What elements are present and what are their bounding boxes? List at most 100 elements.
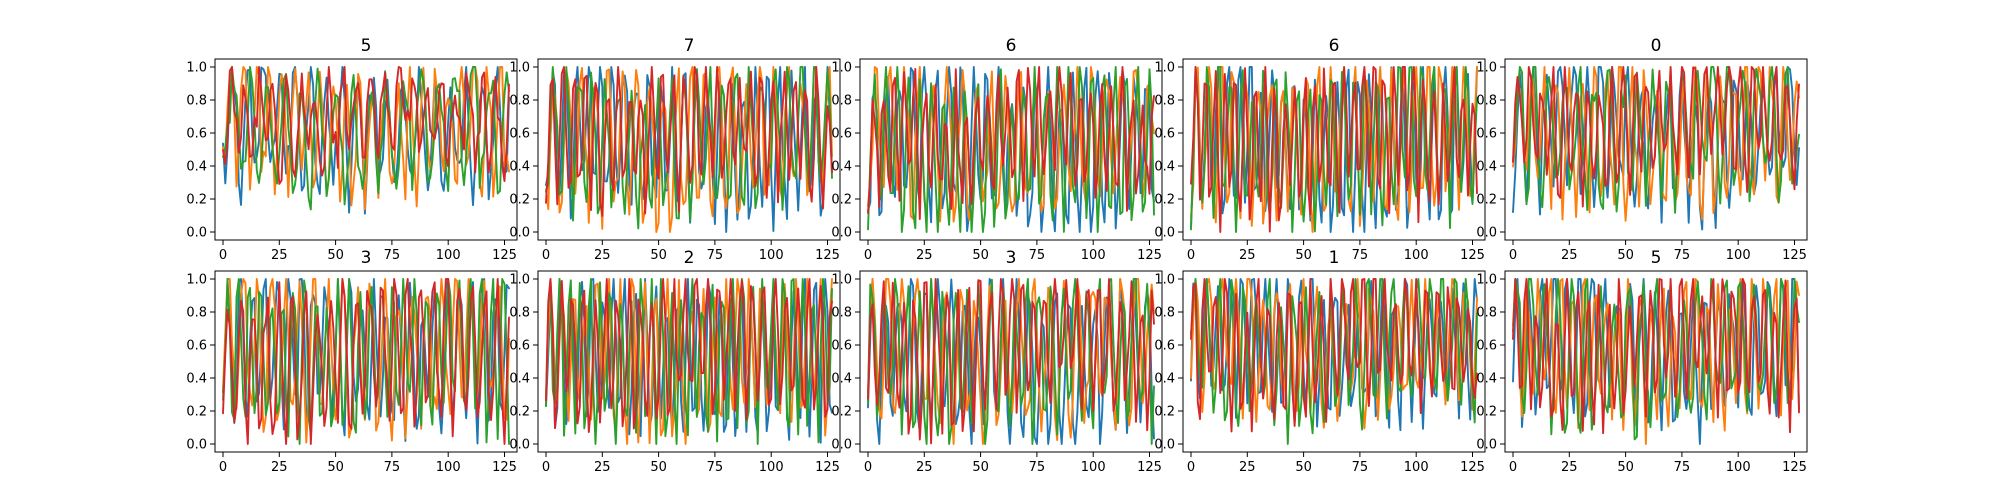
y-tick-label: 0.2: [186, 193, 207, 208]
y-tick-label: 0.2: [1154, 193, 1175, 208]
subplot-4: 0 0 25 50 75 100 125 0.0 0.2 0.4 0.6 0.8 1.0: [1476, 36, 1807, 263]
x-tick-label: 125: [815, 460, 840, 475]
y-tick-label: 0.8: [509, 94, 530, 109]
y-tick-label: 0.6: [831, 339, 852, 354]
y-tick-label: 0.4: [1154, 160, 1175, 175]
subplot-5: 3 0 25 50 75 100 125 0.0 0.2 0.4 0.6 0.8 1.0: [186, 248, 517, 475]
y-tick-label: 0.8: [186, 306, 207, 321]
y-tick-label: 0.4: [831, 372, 852, 387]
subplot-7: 3 0 25 50 75 100 125 0.0 0.2 0.4 0.6 0.8 1.0: [831, 248, 1162, 475]
x-tick-label: 0: [1187, 248, 1195, 263]
x-tick-label: 25: [916, 248, 933, 263]
y-tick-label: 1.0: [186, 61, 207, 76]
x-tick-label: 75: [707, 460, 724, 475]
x-tick-label: 75: [1674, 460, 1691, 475]
y-tick-label: 1.0: [1154, 61, 1175, 76]
subplot-3: 6 0 25 50 75 100 125 0.0 0.2 0.4 0.6 0.8 1.0: [1154, 36, 1485, 263]
x-tick-label: 125: [1460, 248, 1485, 263]
y-tick-label: 0.6: [1154, 339, 1175, 354]
y-tick-label: 0.8: [1154, 94, 1175, 109]
x-tick-label: 0: [1509, 460, 1517, 475]
y-tick-label: 0.2: [1154, 405, 1175, 420]
x-tick-label: 100: [1404, 248, 1429, 263]
y-tick-label: 0.8: [1476, 94, 1497, 109]
y-tick-label: 0.0: [1154, 226, 1175, 241]
x-tick-label: 50: [1617, 460, 1634, 475]
x-tick-label: 0: [864, 248, 872, 263]
y-tick-label: 0.4: [509, 160, 530, 175]
x-tick-label: 0: [542, 460, 550, 475]
x-tick-label: 50: [650, 460, 667, 475]
x-tick-label: 100: [759, 248, 784, 263]
y-tick-label: 0.4: [1154, 372, 1175, 387]
y-tick-label: 0.8: [1154, 306, 1175, 321]
y-tick-label: 0.4: [1476, 372, 1497, 387]
panel-title: 5: [1651, 248, 1662, 268]
x-tick-label: 50: [1617, 248, 1634, 263]
x-tick-label: 125: [1137, 460, 1162, 475]
y-tick-label: 0.4: [186, 372, 207, 387]
x-tick-label: 50: [1295, 460, 1312, 475]
y-tick-label: 0.0: [509, 438, 530, 453]
x-tick-label: 0: [1187, 460, 1195, 475]
panel-title: 6: [1329, 36, 1340, 56]
y-tick-label: 0.6: [509, 339, 530, 354]
x-tick-label: 50: [972, 248, 989, 263]
panel-title: 2: [684, 248, 695, 268]
y-tick-label: 0.6: [1154, 127, 1175, 142]
y-tick-label: 0.8: [186, 94, 207, 109]
x-tick-label: 100: [1081, 248, 1106, 263]
y-tick-label: 1.0: [186, 273, 207, 288]
y-tick-label: 0.4: [186, 160, 207, 175]
x-tick-label: 25: [594, 248, 611, 263]
y-tick-label: 0.0: [831, 226, 852, 241]
panel-title: 3: [1006, 248, 1017, 268]
x-tick-label: 125: [1782, 248, 1807, 263]
x-tick-label: 50: [327, 248, 344, 263]
x-tick-label: 25: [1561, 460, 1578, 475]
x-tick-label: 50: [1295, 248, 1312, 263]
y-tick-label: 0.6: [1476, 339, 1497, 354]
y-tick-label: 0.0: [509, 226, 530, 241]
x-tick-label: 50: [650, 248, 667, 263]
y-tick-label: 1.0: [831, 273, 852, 288]
x-tick-label: 0: [1509, 248, 1517, 263]
y-tick-label: 0.2: [509, 405, 530, 420]
y-tick-label: 0.4: [509, 372, 530, 387]
subplot-9: 50 25 50 75 100 1250.00.20.40.60.81.0: [1476, 248, 1807, 475]
x-tick-label: 25: [916, 460, 933, 475]
y-tick-label: 0.8: [509, 306, 530, 321]
subplot-1: 7 0 25 50 75 100 125 0.0 0.2 0.4 0.6 0.8 1.0: [509, 36, 840, 263]
y-tick-label: 0.0: [1476, 226, 1497, 241]
x-tick-label: 25: [271, 460, 288, 475]
subplot-8: 1 0 25 50 75 100 125 0.0 0.2 0.4 0.6 0.8 1.0: [1154, 248, 1485, 475]
x-tick-label: 125: [492, 248, 517, 263]
x-tick-label: 125: [1137, 248, 1162, 263]
x-tick-label: 75: [384, 248, 401, 263]
panel-title: 1: [1329, 248, 1340, 268]
y-tick-label: 0.0: [186, 438, 207, 453]
y-tick-label: 0.8: [1476, 306, 1497, 321]
x-tick-label: 100: [1081, 460, 1106, 475]
y-tick-label: 1.0: [831, 61, 852, 76]
panel-title: 6: [1006, 36, 1017, 56]
y-tick-label: 1.0: [509, 61, 530, 76]
x-tick-label: 50: [972, 460, 989, 475]
y-tick-label: 0.0: [186, 226, 207, 241]
panel-title: 3: [361, 248, 372, 268]
y-tick-label: 0.0: [1154, 438, 1175, 453]
x-tick-label: 125: [492, 460, 517, 475]
x-tick-label: 100: [759, 460, 784, 475]
x-tick-label: 25: [1561, 248, 1578, 263]
x-tick-label: 0: [542, 248, 550, 263]
subplot-2: 6 0 25 50 75 100 125 0.0 0.2 0.4 0.6 0.8 1.0: [831, 36, 1162, 263]
x-tick-label: 50: [327, 460, 344, 475]
y-tick-label: 1.0: [1476, 61, 1497, 76]
x-tick-label: 25: [1239, 460, 1256, 475]
x-tick-label: 75: [1674, 248, 1691, 263]
x-tick-label: 0: [219, 460, 227, 475]
x-tick-label: 25: [594, 460, 611, 475]
y-tick-label: 0.2: [1476, 405, 1497, 420]
